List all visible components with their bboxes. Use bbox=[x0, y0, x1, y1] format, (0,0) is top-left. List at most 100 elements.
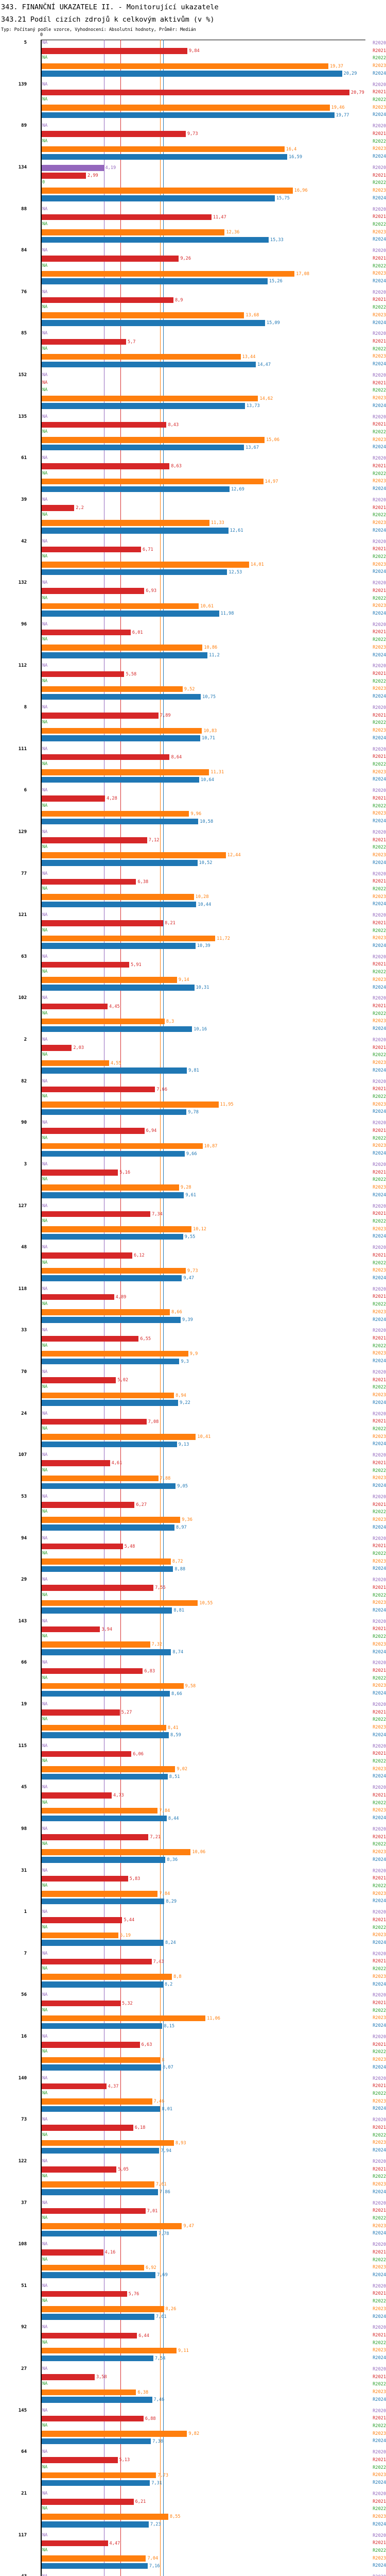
bar bbox=[42, 1668, 143, 1674]
row-series-label: R2024 bbox=[373, 2272, 386, 2278]
bar bbox=[42, 569, 227, 575]
row-series-label: R2021 bbox=[373, 1585, 386, 1590]
row-series-label: R2024 bbox=[373, 2148, 386, 2153]
table-row: R2024 7,54 bbox=[0, 2354, 386, 2362]
bar-value-label: 6,06 bbox=[133, 1751, 144, 1757]
bar-container: 14,97 bbox=[42, 478, 278, 485]
bar-container: 7,32 bbox=[42, 1641, 162, 1648]
row-na-value: NA bbox=[42, 1260, 48, 1265]
table-row: R2024 8,01 bbox=[0, 2105, 386, 2113]
row-series-label: R2022 bbox=[373, 1925, 386, 1930]
chart-group: 127 R2020 NA R2021 7,34 R2022 NA R2023 10,12 R202… bbox=[0, 1203, 386, 1241]
row-na-value: NA bbox=[42, 705, 48, 710]
bar-container: 11,98 bbox=[42, 611, 234, 617]
bar bbox=[42, 195, 275, 201]
row-series-label: R2022 bbox=[373, 2257, 386, 2263]
reference-line-median-R2021 bbox=[120, 40, 121, 2576]
row-series-label: R2023 bbox=[373, 2181, 386, 2187]
table-row: R2023 9,73 bbox=[0, 1267, 386, 1275]
bar-value-label: 8,55 bbox=[169, 2514, 181, 2520]
table-row: R2022 NA bbox=[0, 138, 386, 146]
bar-container: 9,14 bbox=[42, 977, 189, 983]
bar bbox=[42, 1392, 174, 1399]
bar-value-label: 9,73 bbox=[187, 131, 198, 137]
row-series-label: R2021 bbox=[373, 90, 386, 95]
group-spacer bbox=[0, 2528, 386, 2532]
group-id-label: 2 bbox=[24, 1037, 27, 1042]
bar-value-label: 5,02 bbox=[117, 1378, 129, 1383]
table-row: R2022 NA bbox=[0, 2215, 386, 2223]
bar bbox=[42, 2125, 133, 2131]
bar bbox=[42, 693, 201, 700]
row-series-label: R2022 bbox=[373, 1468, 386, 1473]
table-row: R2024 16,59 bbox=[0, 153, 386, 161]
table-row: R2020 NA bbox=[0, 1992, 386, 1999]
chart-subtitle: 343.21 Podíl cizích zdrojů k celkovým ak… bbox=[1, 15, 215, 24]
table-row: R2023 9,82 bbox=[0, 2430, 386, 2438]
row-na-value: NA bbox=[42, 2490, 48, 2496]
row-series-label: R2022 bbox=[373, 1385, 386, 1391]
row-series-label: R2023 bbox=[373, 1766, 386, 1772]
table-row: R2021 7,34 bbox=[0, 1210, 386, 1218]
row-series-label: R2021 bbox=[373, 837, 386, 843]
row-series-label: R2024 bbox=[373, 1400, 386, 1405]
row-series-label: R2021 bbox=[373, 1211, 386, 1217]
row-series-label: R2023 bbox=[373, 437, 386, 443]
row-na-value: NA bbox=[42, 788, 48, 793]
table-row: R2020 NA bbox=[0, 289, 386, 297]
group-id-label: 70 bbox=[21, 1369, 27, 1375]
bar-container: 3,94 bbox=[42, 1626, 112, 1633]
table-row: R2022 NA bbox=[0, 2007, 386, 2015]
table-row: R2023 10,61 bbox=[0, 602, 386, 610]
table-row: R2023 6,92 bbox=[0, 2264, 386, 2272]
row-series-label: R2023 bbox=[373, 2306, 386, 2312]
group-spacer bbox=[0, 1781, 386, 1784]
bar-container: 19,37 bbox=[42, 63, 343, 70]
row-series-label: R2022 bbox=[373, 2382, 386, 2387]
bar-container: 10,58 bbox=[42, 818, 213, 824]
row-series-label: R2020 bbox=[373, 497, 386, 503]
chart-group: 107 R2020 NA R2021 4,61 R2022 NA R2023 7,88 R2024… bbox=[0, 1452, 386, 1489]
table-row: R2022 NA bbox=[0, 844, 386, 852]
row-series-label: R2024 bbox=[373, 403, 386, 409]
bar-container: 7,94 bbox=[42, 2147, 171, 2154]
bar-container: 5,05 bbox=[42, 2166, 129, 2173]
row-series-label: R2024 bbox=[373, 1483, 386, 1488]
table-row: R2024 10,71 bbox=[0, 735, 386, 742]
table-row: R2020 NA bbox=[0, 372, 386, 380]
bar bbox=[42, 713, 159, 719]
row-na-value: NA bbox=[42, 1203, 48, 1209]
row-na-value: NA bbox=[42, 1328, 48, 1333]
row-series-label: R2021 bbox=[373, 463, 386, 469]
axis-zero-label: 0 bbox=[40, 32, 43, 38]
bar-value-label: 15,75 bbox=[276, 196, 290, 201]
group-id-label: 111 bbox=[18, 746, 27, 752]
group-spacer bbox=[0, 1448, 386, 1452]
group-spacer bbox=[0, 161, 386, 164]
bar bbox=[42, 588, 145, 594]
row-series-label: R2023 bbox=[373, 1641, 386, 1647]
table-row: R2021 6,44 bbox=[0, 2332, 386, 2340]
row-na-value: NA bbox=[42, 81, 48, 87]
row-series-label: R2020 bbox=[373, 1286, 386, 1292]
table-row: R2024 15,09 bbox=[0, 319, 386, 327]
row-series-label: R2023 bbox=[373, 894, 386, 900]
bar-value-label: 7,46 bbox=[153, 2099, 165, 2105]
table-row: R2023 8,94 bbox=[0, 1392, 386, 1399]
row-series-label: R2023 bbox=[373, 1849, 386, 1855]
table-row: R2020 NA bbox=[0, 1452, 386, 1460]
row-series-label: R2024 bbox=[373, 777, 386, 783]
row-series-label: R2021 bbox=[373, 795, 386, 801]
bar-value-label: 9,3 bbox=[181, 1359, 189, 1364]
bar bbox=[42, 1891, 158, 1897]
bar bbox=[42, 173, 86, 179]
table-row: R2022 NA bbox=[0, 1883, 386, 1890]
bar-container: 8,63 bbox=[42, 463, 182, 469]
row-series-label: R2024 bbox=[373, 1359, 386, 1364]
chart-group: 3 R2020 NA R2021 5,16 R2022 NA R2023 9,28 R2024 9,… bbox=[0, 1161, 386, 1199]
bar-value-label: 7,69 bbox=[157, 2273, 168, 2278]
bar-value-label: 7,86 bbox=[160, 2190, 170, 2195]
bar-value-label: 19,37 bbox=[330, 63, 343, 69]
bar bbox=[42, 131, 186, 137]
bar bbox=[42, 2355, 153, 2362]
